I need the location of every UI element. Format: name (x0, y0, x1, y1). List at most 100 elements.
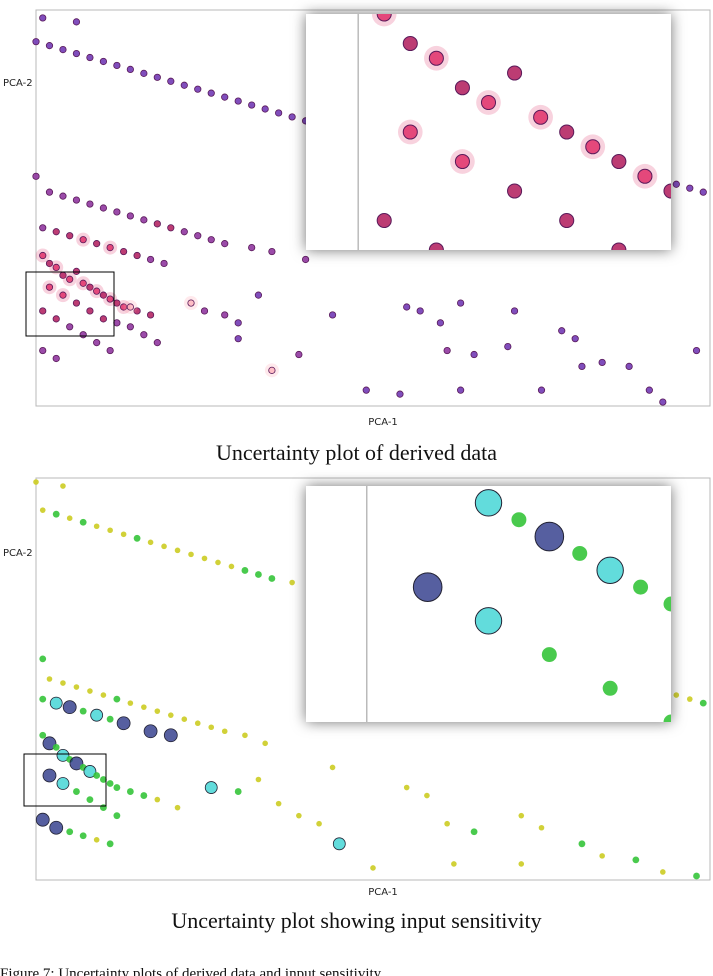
inset-data-point (454, 80, 470, 96)
data-point (90, 708, 104, 722)
data-point (79, 279, 87, 287)
data-point (49, 696, 63, 710)
inset-data-point (402, 35, 418, 52)
data-point (207, 89, 215, 97)
data-point (163, 728, 178, 743)
data-point (45, 188, 54, 196)
inset-data-point (585, 139, 601, 155)
data-point (403, 303, 411, 311)
data-point (60, 483, 66, 489)
data-point (39, 695, 47, 703)
data-point (194, 85, 202, 93)
data-point (470, 350, 478, 359)
data-point (99, 57, 108, 66)
data-point (180, 228, 188, 236)
inset-data-point (428, 50, 444, 66)
data-point (416, 307, 424, 315)
data-point (79, 518, 87, 526)
inset-points-group (366, 486, 671, 722)
data-point (126, 323, 134, 331)
inset-data-point (559, 212, 575, 229)
data-point (316, 820, 322, 827)
data-point (39, 251, 47, 260)
data-point (161, 543, 167, 550)
data-point (72, 18, 81, 26)
data-point (146, 311, 155, 319)
data-point (106, 295, 114, 303)
inset-data-point (402, 124, 418, 140)
data-point (255, 776, 262, 783)
data-point (93, 523, 100, 530)
data-point (370, 865, 376, 871)
y-axis-label: PCA-2 (3, 548, 33, 559)
data-point (126, 788, 134, 795)
data-point (56, 777, 70, 790)
data-point (296, 812, 302, 819)
data-point (328, 311, 337, 319)
data-point (153, 220, 161, 228)
data-point (208, 724, 215, 731)
scatter-plot-sensitivity: PCA-2 PCA-1 (3, 477, 711, 898)
data-point (66, 232, 74, 240)
caption-derived: Uncertainty plot of derived data (215, 440, 497, 465)
inset-data-point (611, 153, 627, 170)
data-point (106, 840, 114, 848)
data-point (42, 768, 57, 783)
data-point (42, 736, 57, 751)
data-point (79, 331, 87, 339)
data-point (699, 699, 707, 707)
data-point (133, 251, 141, 260)
data-point (262, 740, 268, 747)
inset-data-point (533, 109, 549, 125)
data-point (518, 861, 525, 867)
data-point (60, 680, 66, 686)
data-point (160, 259, 168, 268)
data-point (45, 259, 54, 268)
data-point (140, 69, 148, 77)
data-point (93, 339, 101, 347)
inset-data-point (611, 242, 627, 250)
data-point (332, 837, 346, 851)
data-point (578, 362, 586, 370)
data-point (32, 38, 40, 46)
data-point (39, 14, 47, 22)
data-point (86, 200, 94, 208)
data-point (699, 188, 707, 196)
data-point (268, 247, 276, 256)
data-point (143, 724, 158, 739)
data-point (87, 688, 93, 694)
data-point (59, 291, 67, 299)
data-point (201, 555, 208, 562)
data-point (221, 240, 229, 248)
plot-frame (35, 9, 711, 407)
inset-data-point (511, 512, 527, 528)
data-point (451, 861, 457, 867)
inset-data-point (507, 183, 523, 199)
figure-text: Figure 7: Uncertainty plots of derived d… (0, 966, 382, 976)
data-point (140, 216, 148, 224)
data-point (255, 571, 262, 578)
data-point (598, 358, 606, 367)
data-point (194, 720, 201, 727)
inset-data-point (559, 124, 575, 140)
data-point (578, 840, 586, 848)
data-point (188, 551, 194, 558)
data-point (66, 515, 73, 521)
data-point (154, 796, 161, 803)
data-point (215, 559, 221, 566)
data-point (248, 244, 256, 252)
data-point (686, 184, 694, 192)
data-point (200, 307, 209, 315)
data-point (254, 291, 263, 299)
data-point (362, 386, 370, 394)
data-point (510, 307, 519, 315)
data-point (242, 732, 248, 739)
inset-data-point (534, 521, 565, 552)
data-point (39, 655, 47, 663)
data-point (66, 323, 74, 331)
data-point (52, 263, 60, 271)
data-point (301, 255, 310, 264)
data-point (571, 335, 579, 343)
inset-data-point (637, 168, 653, 184)
data-point (470, 828, 478, 836)
